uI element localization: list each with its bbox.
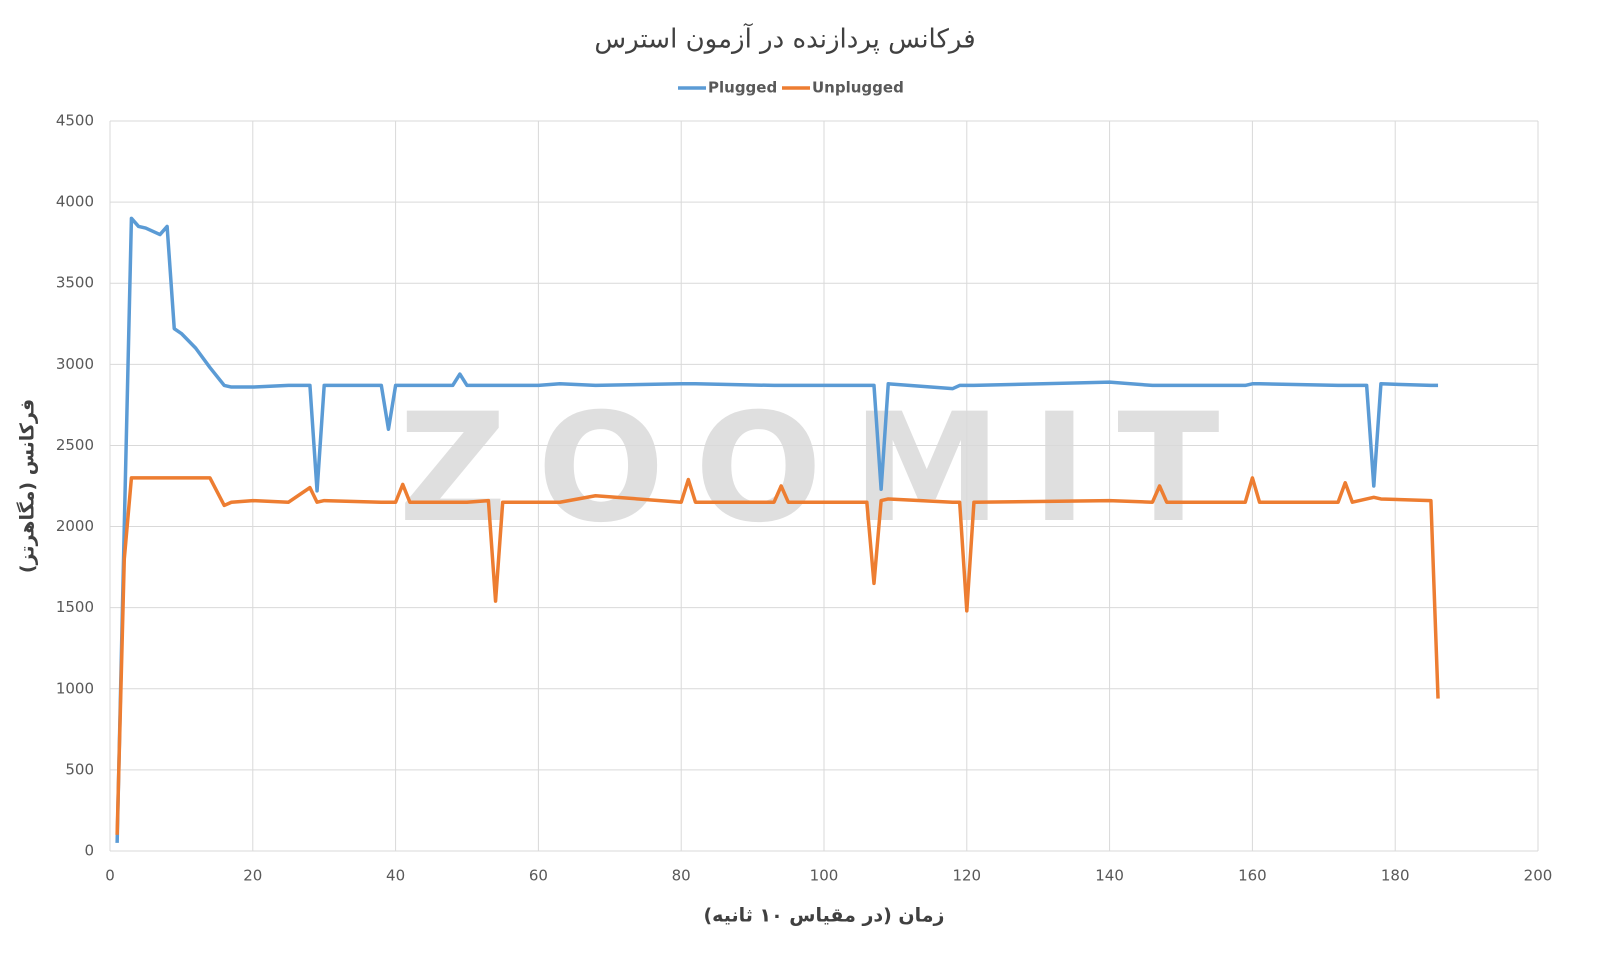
- y-tick-label: 500: [65, 760, 94, 778]
- y-axis-label: فرکانس (مگاهرتز): [16, 399, 39, 573]
- y-tick-label: 2500: [56, 436, 94, 454]
- y-tick-label: 1000: [56, 679, 94, 697]
- x-tick-label: 100: [810, 867, 839, 885]
- x-tick-label: 0: [105, 867, 115, 885]
- x-tick-label: 80: [672, 867, 691, 885]
- y-tick-label: 4500: [56, 112, 94, 130]
- x-tick-label: 120: [952, 867, 981, 885]
- y-tick-label: 3000: [56, 355, 94, 373]
- y-tick-label: 0: [84, 842, 94, 860]
- y-tick-label: 4000: [56, 193, 94, 211]
- y-tick-label: 2000: [56, 517, 94, 535]
- y-tick-label: 3500: [56, 274, 94, 292]
- x-tick-label: 160: [1238, 867, 1267, 885]
- x-tick-label: 60: [529, 867, 548, 885]
- legend-label: Unplugged: [812, 79, 904, 97]
- series-line: [115, 216, 1439, 843]
- y-tick-label: 1500: [56, 598, 94, 616]
- x-axis-label: زمان (در مقیاس ۱۰ ثانیه): [703, 905, 944, 927]
- x-tick-label: 180: [1381, 867, 1410, 885]
- x-tick-label: 140: [1095, 867, 1124, 885]
- x-tick-label: 20: [243, 867, 262, 885]
- chart-title: فرکانس پردازنده در آزمون استرس: [594, 23, 975, 55]
- x-tick-label: 200: [1524, 867, 1553, 885]
- legend-label: Plugged: [708, 79, 777, 97]
- series-line: [115, 476, 1440, 835]
- x-tick-label: 40: [386, 867, 405, 885]
